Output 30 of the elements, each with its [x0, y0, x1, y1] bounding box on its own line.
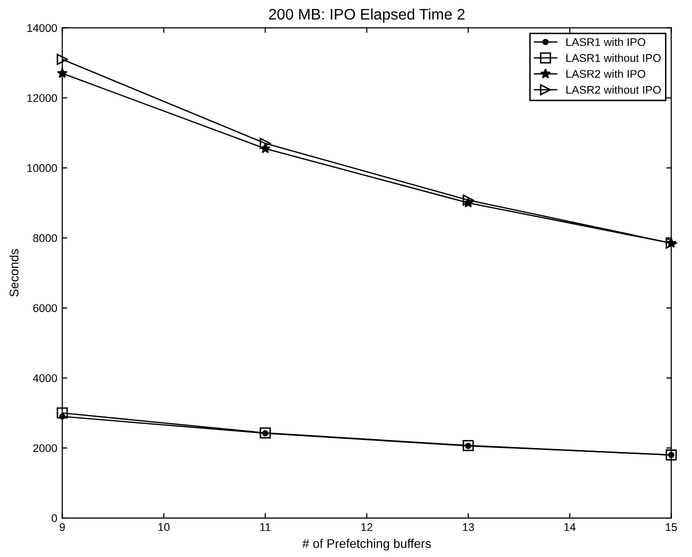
point: [666, 449, 677, 461]
point: [56, 407, 68, 419]
y-tick-label: 6000: [33, 304, 57, 312]
x-tick-label: 9: [60, 523, 65, 532]
point: [462, 440, 474, 452]
y-tick-label: 10000: [27, 164, 57, 172]
y-tick-label: 8000: [33, 234, 57, 242]
point: [56, 68, 68, 78]
chart-title: 200 MB: IPO Elapsed Time 2: [269, 8, 465, 23]
point: [260, 138, 271, 149]
legend-label: LASR1 with IPO: [566, 38, 646, 46]
y-axis-title: Seconds: [9, 249, 18, 297]
x-tick-label: 15: [666, 523, 677, 532]
y-tick-label: 2000: [33, 444, 57, 452]
point: [462, 194, 474, 206]
y-tick-label: 4000: [32, 374, 57, 382]
point: [260, 427, 271, 438]
x-tick-label: 12: [361, 523, 372, 531]
x-tick-label: 13: [462, 523, 474, 532]
x-tick-label: 11: [260, 523, 270, 531]
x-tick-label: 10: [158, 523, 170, 532]
legend-label: LASR2 without IPO: [566, 86, 661, 94]
y-tick-label: 0: [52, 514, 57, 522]
legend-label: LASR1 without IPO: [566, 54, 661, 62]
x-axis-title: # of Prefetching buffers: [302, 538, 431, 550]
y-tick-label: 14000: [27, 24, 57, 32]
legend-label: LASR2 with IPO: [566, 70, 646, 78]
x-tick-label: 14: [564, 523, 576, 531]
point: [56, 54, 68, 65]
y-tick-label: 12000: [27, 94, 57, 102]
